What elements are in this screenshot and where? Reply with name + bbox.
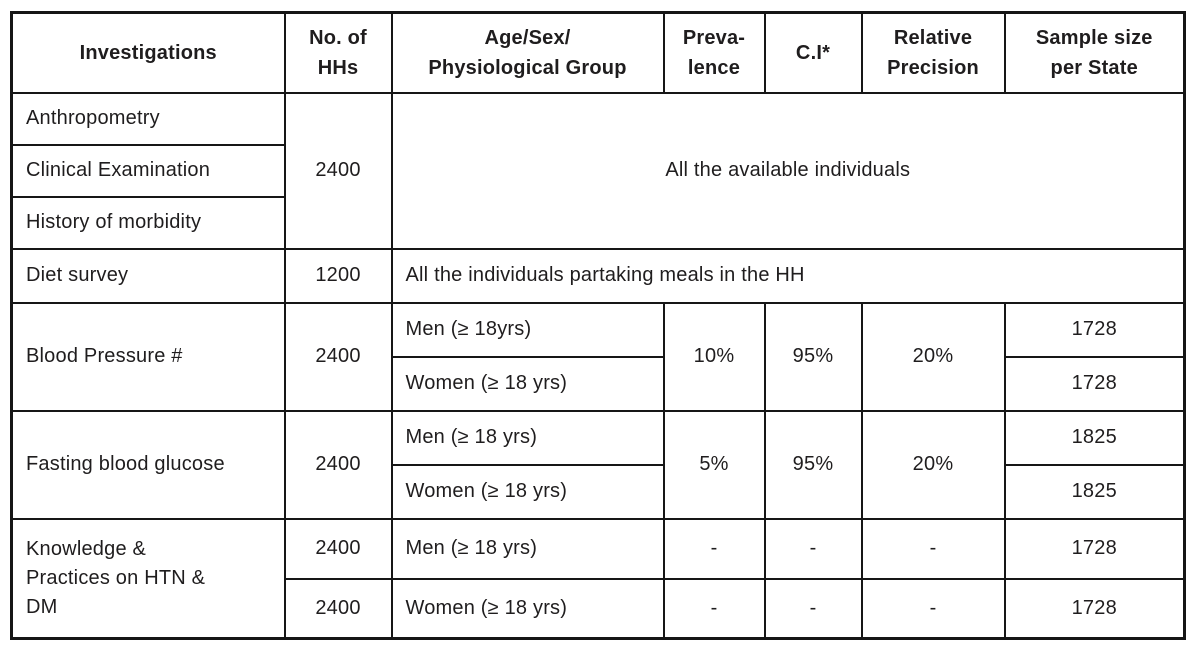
table-row: Fasting blood glucose 2400 Men (≥ 18 yrs… [10, 409, 1186, 520]
sampling-plan-table: Investigations No. of HHs Age/Sex/ Physi… [10, 11, 1186, 640]
cell-investigation: Fasting blood glucose [10, 409, 286, 520]
cell-relative-precision: 20% [860, 409, 1006, 520]
cell-group: Women (≥ 18 yrs) [390, 577, 665, 640]
table-row: Blood Pressure # 2400 Men (≥ 18yrs) 10% … [10, 301, 1186, 412]
cell-sample-size: 1728 [1003, 517, 1186, 580]
header-row: Investigations No. of HHs Age/Sex/ Physi… [10, 11, 1186, 94]
cell-no-of-hhs: 2400 [283, 91, 393, 250]
cell-prevalence: 5% [662, 409, 766, 520]
cell-prevalence: - [662, 517, 766, 580]
cell-investigation: Anthropometry [10, 91, 286, 146]
table-row: Clinical Examination [10, 143, 1185, 198]
table-row: Women (≥ 18 yrs) 1728 [12, 355, 1186, 412]
cell-relative-precision: - [860, 577, 1006, 640]
cell-sample-size: 1728 [1003, 301, 1186, 358]
cell-no-of-hhs: 2400 [283, 517, 393, 580]
cell-group: All the available individuals [390, 91, 1186, 250]
col-header-investigations: Investigations [10, 11, 286, 94]
cell-ci: - [763, 517, 863, 580]
table-row: Knowledge & Practices on HTN & DM 2400 M… [10, 517, 1186, 640]
cell-group: Men (≥ 18yrs) [390, 301, 665, 358]
col-header-relative-precision: Relative Precision [860, 11, 1006, 94]
cell-investigation: Diet survey [10, 247, 286, 304]
col-header-ci: C.I* [763, 11, 863, 94]
table-row: History of morbidity [10, 195, 1185, 250]
cell-no-of-hhs: 2400 [283, 301, 393, 412]
cell-prevalence: - [662, 577, 766, 640]
cell-ci: - [763, 577, 863, 640]
cell-investigation: History of morbidity [10, 195, 286, 250]
cell-group: Men (≥ 18 yrs) [390, 517, 665, 580]
cell-no-of-hhs: 2400 [283, 577, 393, 640]
col-header-prevalence: Preva- lence [662, 11, 766, 94]
cell-prevalence: 10% [662, 301, 766, 412]
table-row: Anthropometry 2400 All the available ind… [10, 91, 1186, 250]
cell-investigation: Knowledge & Practices on HTN & DM [10, 517, 286, 640]
cell-sample-size: 1728 [1003, 355, 1186, 412]
cell-relative-precision: - [860, 517, 1006, 580]
cell-sample-size: 1728 [1003, 577, 1186, 640]
cell-investigation: Clinical Examination [10, 143, 286, 198]
col-header-sample-size: Sample size per State [1003, 11, 1186, 94]
cell-group: Men (≥ 18 yrs) [390, 409, 665, 466]
cell-ci: 95% [763, 409, 863, 520]
cell-relative-precision: 20% [860, 301, 1006, 412]
cell-ci: 95% [763, 301, 863, 412]
table-row: 2400 Women (≥ 18 yrs) - - - 1728 [12, 577, 1186, 640]
cell-no-of-hhs: 1200 [283, 247, 393, 304]
col-header-age-sex-group: Age/Sex/ Physiological Group [390, 11, 665, 94]
cell-investigation: Blood Pressure # [10, 301, 286, 412]
cell-sample-size: 1825 [1003, 463, 1186, 520]
cell-group: Women (≥ 18 yrs) [390, 463, 665, 520]
table-row: Diet survey 1200 All the individuals par… [10, 247, 1186, 304]
col-header-no-of-hhs: No. of HHs [283, 11, 393, 94]
cell-group: All the individuals partaking meals in t… [390, 247, 1186, 304]
cell-group: Women (≥ 18 yrs) [390, 355, 665, 412]
cell-no-of-hhs: 2400 [283, 409, 393, 520]
table-row: Women (≥ 18 yrs) 1825 [12, 463, 1186, 520]
cell-sample-size: 1825 [1003, 409, 1186, 466]
